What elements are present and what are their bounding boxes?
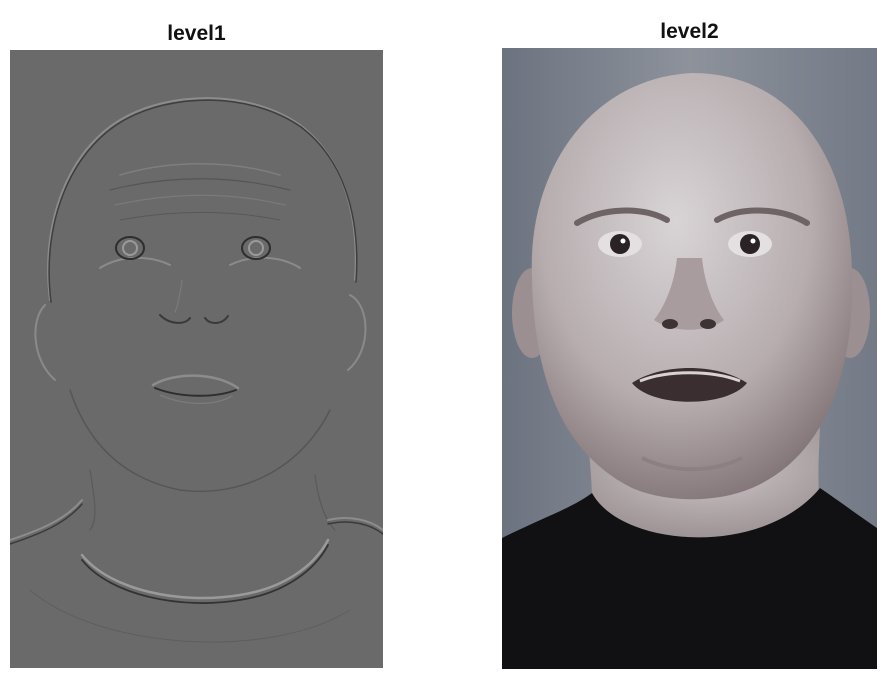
panel-title-level1: level1 [167,22,226,45]
edge-face-image [10,50,383,668]
face-photo-drawing [502,48,877,669]
edge-face-drawing [10,50,383,668]
panel-title-level2: level2 [660,20,719,43]
face-photo [502,48,877,669]
